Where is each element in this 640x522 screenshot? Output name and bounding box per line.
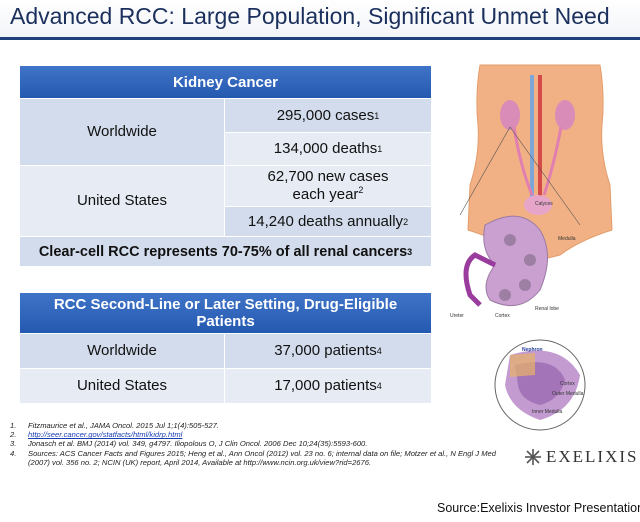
label-medulla: Medulla bbox=[558, 236, 576, 242]
us-deaths: 14,240 deaths annually bbox=[247, 212, 404, 230]
pyramid bbox=[519, 279, 531, 291]
label-ureter: Ureter bbox=[450, 313, 464, 319]
rcc-header-line1: RCC Second-Line or Later Setting, Drug-E… bbox=[53, 296, 398, 313]
renal-pelvis bbox=[463, 252, 497, 307]
label-calyces: Calyces bbox=[535, 201, 553, 207]
reference-item: 4. Sources: ACS Cancer Facts and Figures … bbox=[10, 449, 500, 467]
rcc-row-label: Worldwide bbox=[20, 334, 225, 368]
rcc-us-value: 17,000 patients bbox=[274, 377, 377, 394]
rcc-table-header: RCC Second-Line or Later Setting, Drug-E… bbox=[20, 293, 431, 333]
pyramid bbox=[524, 254, 536, 266]
reference-item: 3. Jonasch et al. BMJ (2014) vol. 349, g4… bbox=[10, 439, 500, 448]
reference-item: 2. http://seer.cancer.gov/statfacts/html/… bbox=[10, 430, 500, 439]
us-new-cases-cell: 62,700 new cases each year2 bbox=[225, 166, 431, 206]
worldwide-label: Worldwide bbox=[20, 99, 225, 165]
reference-text: Fitzmaurice et al., JAMA Oncol. 2015 Jul… bbox=[28, 421, 219, 430]
source-caption: Source:Exelixis Investor Presentation bbox=[437, 501, 640, 515]
kidney-cross-section bbox=[483, 215, 548, 307]
label-nephron: Nephron bbox=[522, 347, 543, 353]
pyramid bbox=[504, 234, 516, 246]
exelixis-logo: EXELIXIS bbox=[524, 447, 638, 467]
reference-number: 2. bbox=[10, 430, 17, 440]
worldwide-cases-cell: 295,000 cases 1 bbox=[225, 99, 431, 132]
us-new-cases-line1: 62,700 new cases bbox=[267, 168, 389, 185]
rcc-row-value: 37,000 patients 4 bbox=[225, 334, 431, 368]
label-cortex-inset: Cortex bbox=[560, 381, 575, 387]
rcc-worldwide-value: 37,000 patients bbox=[274, 342, 377, 359]
worldwide-cases: 295,000 cases bbox=[276, 106, 375, 124]
rcc-header-line2: Patients bbox=[196, 313, 255, 330]
right-kidney bbox=[555, 100, 575, 130]
us-row-group: United States 62,700 new cases each year… bbox=[20, 165, 431, 236]
clear-cell-text: Clear-cell RCC represents 70-75% of all … bbox=[38, 243, 408, 260]
rcc-row-us: United States 17,000 patients 4 bbox=[20, 368, 431, 403]
references-list: 1. Fitzmaurice et al., JAMA Oncol. 2015 J… bbox=[10, 421, 500, 467]
nephron-highlight bbox=[510, 353, 535, 377]
worldwide-deaths-cell: 134,000 deaths 1 bbox=[225, 132, 431, 165]
logo-text: EXELIXIS bbox=[546, 447, 639, 466]
reference-text: Sources: ACS Cancer Facts and Figures 20… bbox=[28, 448, 496, 467]
rcc-row-value: 17,000 patients 4 bbox=[225, 369, 431, 403]
kidney-table-header: Kidney Cancer bbox=[20, 66, 431, 98]
label-cortex: Cortex bbox=[495, 313, 510, 319]
reference-text: Jonasch et al. BMJ (2014) vol. 349, g479… bbox=[28, 439, 368, 449]
us-new-cases-line2: each year bbox=[292, 186, 359, 203]
rcc-second-line-table: RCC Second-Line or Later Setting, Drug-E… bbox=[20, 293, 431, 403]
slide-title: Advanced RCC: Large Population, Signific… bbox=[0, 0, 640, 40]
kidney-cancer-table: Kidney Cancer Worldwide 295,000 cases 1 1… bbox=[20, 66, 431, 266]
worldwide-row-group: Worldwide 295,000 cases 1 134,000 deaths 1 bbox=[20, 98, 431, 165]
bladder bbox=[524, 195, 552, 215]
label-renal-lobe: Renal lobe bbox=[535, 306, 559, 312]
label-outer-medulla: Outer Medulla bbox=[552, 391, 584, 397]
zoom-lines bbox=[459, 126, 581, 226]
rcc-row-worldwide: Worldwide 37,000 patients 4 bbox=[20, 333, 431, 368]
reference-number: 3. bbox=[10, 439, 17, 449]
label-inner-medulla: Inner Medulla bbox=[532, 409, 563, 415]
reference-number: 1. bbox=[10, 421, 17, 430]
us-label: United States bbox=[20, 166, 225, 236]
worldwide-deaths: 134,000 deaths bbox=[273, 140, 378, 157]
rcc-row-label: United States bbox=[20, 369, 225, 403]
clear-cell-footer: Clear-cell RCC represents 70-75% of all … bbox=[20, 236, 431, 266]
reference-number: 4. bbox=[10, 448, 17, 458]
logo-mark-icon bbox=[525, 449, 541, 465]
pyramid bbox=[499, 289, 511, 301]
left-kidney bbox=[500, 100, 520, 130]
kidney-anatomy-illustration: Calyces Medulla Ureter Cortex Renal lobe… bbox=[450, 64, 613, 431]
us-deaths-cell: 14,240 deaths annually 2 bbox=[225, 206, 431, 236]
reference-link[interactable]: http://seer.cancer.gov/statfacts/html/ki… bbox=[28, 430, 183, 440]
reference-item: 1. Fitzmaurice et al., JAMA Oncol. 2015 J… bbox=[10, 421, 500, 430]
us-new-cases-ref: 2 bbox=[358, 185, 364, 195]
